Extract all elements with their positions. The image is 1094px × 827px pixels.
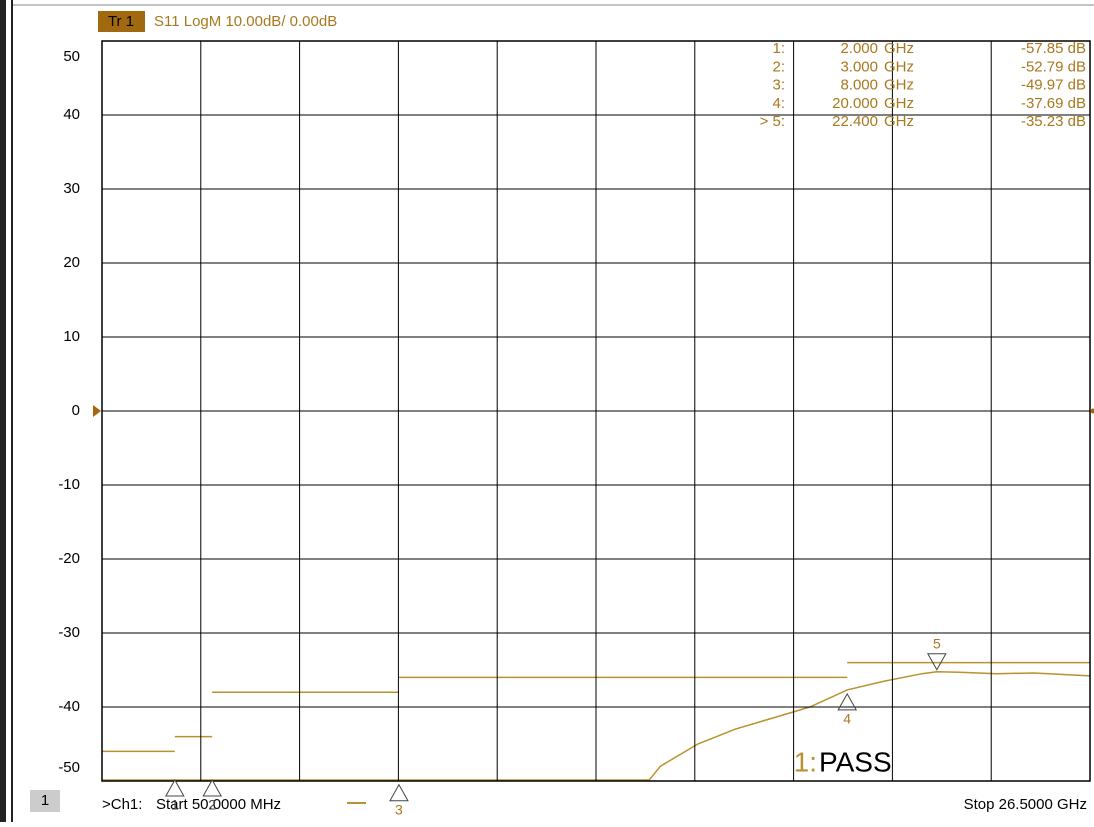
reference-arrow [93, 405, 101, 417]
left-frame [11, 0, 13, 822]
marker-readout-label: 1: [772, 40, 785, 57]
marker-readout-label: 4: [772, 95, 785, 112]
marker-triangle [203, 780, 221, 796]
y-tick-label: 40 [63, 106, 80, 123]
y-tick-label: 30 [63, 180, 80, 197]
marker-readout-unit: GHz [884, 40, 914, 57]
y-tick-label: -40 [58, 698, 80, 715]
left-frame [0, 0, 6, 822]
y-tick-label: 50 [63, 48, 80, 65]
marker-readout-label: > 5: [760, 113, 785, 130]
y-tick-label: -10 [58, 476, 80, 493]
marker-readout-value: -35.23 dB [1021, 113, 1086, 130]
stop-label: Stop 26.5000 GHz [964, 796, 1087, 813]
marker-readout-value: -52.79 dB [1021, 58, 1086, 75]
y-tick-label: 20 [63, 254, 80, 271]
marker-readout-unit: GHz [884, 77, 914, 94]
channel-label: >Ch1: [102, 796, 142, 813]
y-tick-label: -30 [58, 624, 80, 641]
marker-id: 2 [208, 797, 216, 813]
marker-id: 1 [171, 797, 179, 813]
window-label: 1 [41, 792, 49, 809]
reference-dot-right [1091, 409, 1094, 414]
marker-readout-frequency: 22.400 [832, 113, 878, 130]
marker-readout-value: -57.85 dB [1021, 40, 1086, 57]
y-tick-label: -50 [58, 759, 80, 776]
marker-id: 5 [933, 635, 941, 651]
marker-readout-frequency: 2.000 [840, 40, 878, 57]
pass-text: PASS [819, 746, 892, 777]
marker-triangle [838, 694, 856, 710]
plot [102, 41, 1090, 781]
marker-readout-unit: GHz [884, 58, 914, 75]
marker-readout-unit: GHz [884, 113, 914, 130]
marker-triangle [928, 654, 946, 670]
marker-triangle [390, 785, 408, 801]
marker-readout-value: -37.69 dB [1021, 95, 1086, 112]
marker-id: 3 [395, 801, 403, 817]
marker-readout-label: 2: [772, 58, 785, 75]
marker-triangle [166, 780, 184, 796]
y-tick-label: 0 [72, 402, 80, 419]
marker-readout-frequency: 3.000 [840, 58, 878, 75]
trace-label: Tr 1 [108, 13, 134, 30]
y-tick-label: -20 [58, 550, 80, 567]
y-tick-label: 10 [63, 328, 80, 345]
marker-readout-value: -49.97 dB [1021, 77, 1086, 94]
marker-readout-unit: GHz [884, 95, 914, 112]
marker-id: 4 [843, 711, 851, 727]
marker-readout-frequency: 20.000 [832, 95, 878, 112]
marker-readout-frequency: 8.000 [840, 77, 878, 94]
marker-readout-label: 3: [772, 77, 785, 94]
trace-title: S11 LogM 10.00dB/ 0.00dB [154, 13, 337, 30]
pass-prefix: 1: [794, 746, 817, 777]
